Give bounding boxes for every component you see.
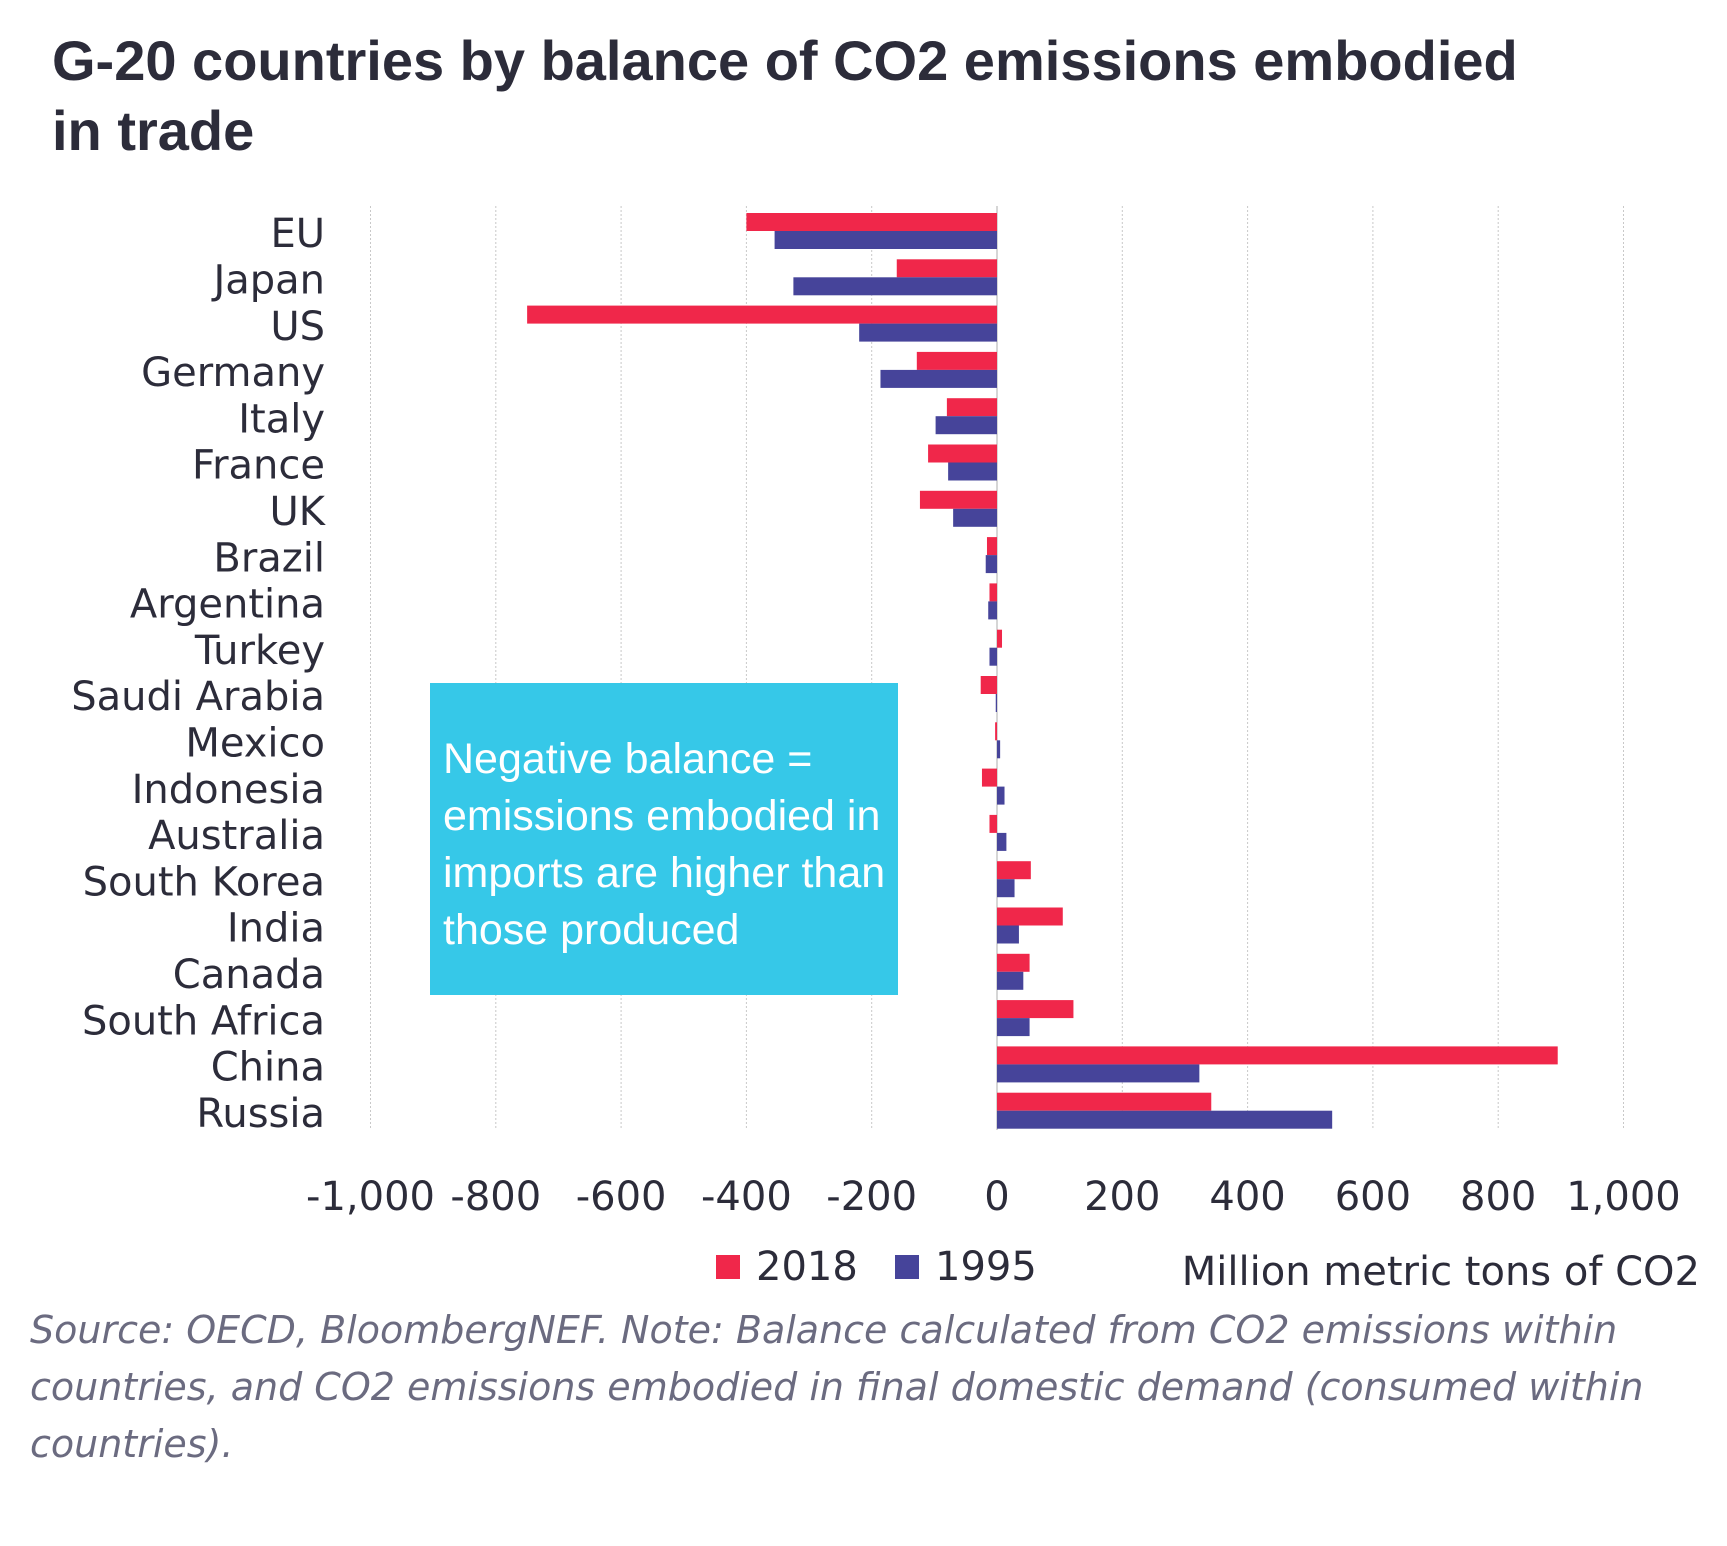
bars xyxy=(527,213,1558,1129)
x-tick-label: -1,000 xyxy=(306,1174,435,1220)
bar-2018 xyxy=(928,444,997,463)
bar-2018 xyxy=(997,907,1063,926)
category-label: Australia xyxy=(148,813,325,859)
bar-1995 xyxy=(997,925,1019,944)
bar-2018 xyxy=(946,398,997,417)
bar-1995 xyxy=(774,231,997,249)
x-tick-label: -400 xyxy=(701,1174,792,1220)
legend: 2018 1995 xyxy=(716,1244,1037,1290)
category-label: Turkey xyxy=(194,628,325,674)
x-tick-label: -600 xyxy=(576,1174,667,1220)
annotation-box: Negative balance = emissions embodied in… xyxy=(430,683,898,995)
category-label: Germany xyxy=(141,350,325,396)
bar-1995 xyxy=(995,694,997,712)
bar-2018 xyxy=(997,953,1030,972)
category-label: Argentina xyxy=(130,582,325,628)
bar-2018 xyxy=(919,490,997,509)
category-label: Russia xyxy=(196,1091,325,1137)
x-tick-label: -200 xyxy=(826,1174,917,1220)
bar-2018 xyxy=(989,583,997,602)
bar-1995 xyxy=(997,740,1001,759)
bar-1995 xyxy=(953,508,997,527)
tick-labels: -1,000 -800 -600 -400 -200 0 200 400 600 800 1,000 xyxy=(306,1174,1681,1220)
bar-2018 xyxy=(989,814,997,833)
x-tick-label: 400 xyxy=(1209,1174,1285,1220)
category-label: Italy xyxy=(238,396,325,442)
bar-1995 xyxy=(997,832,1007,851)
bar-2018 xyxy=(997,1092,1212,1111)
category-label: Canada xyxy=(173,952,325,998)
category-label: South Africa xyxy=(82,998,325,1044)
bar-2018 xyxy=(981,768,997,787)
x-tick-label: 0 xyxy=(984,1174,1009,1220)
x-axis-unit-label: Million metric tons of CO2 xyxy=(1182,1249,1700,1295)
bar-1995 xyxy=(997,1110,1333,1129)
bar-2018 xyxy=(980,676,997,694)
legend-swatch-1995 xyxy=(895,1255,919,1279)
bar-1995 xyxy=(859,323,997,342)
bar-1995 xyxy=(997,971,1024,990)
bar-2018 xyxy=(997,861,1031,880)
x-tick-label: -800 xyxy=(450,1174,541,1220)
category-label: China xyxy=(211,1045,325,1091)
category-labels: EUJapanUSGermanyItalyFranceUKBrazilArgen… xyxy=(71,211,327,1137)
bar-2018 xyxy=(997,1046,1558,1065)
bar-2018 xyxy=(746,213,997,231)
bar-1995 xyxy=(935,416,997,435)
bar-1995 xyxy=(997,1064,1200,1083)
category-label: Brazil xyxy=(213,535,325,581)
chart-title: G-20 countries by balance of CO2 emissio… xyxy=(52,29,1518,162)
bar-2018 xyxy=(986,537,997,556)
bar-2018 xyxy=(916,351,997,370)
legend-label-1995: 1995 xyxy=(935,1244,1037,1290)
bar-1995 xyxy=(948,462,997,481)
category-label: Indonesia xyxy=(132,767,325,813)
bar-1995 xyxy=(997,1018,1030,1037)
category-label: Japan xyxy=(210,257,325,303)
x-tick-label: 200 xyxy=(1084,1174,1160,1220)
source-note: Source: OECD, BloombergNEF. Note: Balanc… xyxy=(30,1308,1644,1466)
bar-1995 xyxy=(997,879,1015,898)
bar-1995 xyxy=(989,647,997,666)
bar-2018 xyxy=(997,1000,1074,1019)
category-label: Mexico xyxy=(185,720,325,766)
category-label: India xyxy=(227,906,325,952)
bar-2018 xyxy=(527,305,997,324)
bar-1995 xyxy=(793,277,997,296)
legend-swatch-2018 xyxy=(716,1255,740,1279)
bar-1995 xyxy=(985,555,997,574)
x-tick-label: 600 xyxy=(1335,1174,1411,1220)
x-tick-label: 800 xyxy=(1460,1174,1536,1220)
bar-2018 xyxy=(997,629,1003,648)
category-label: UK xyxy=(269,489,326,535)
x-tick-label: 1,000 xyxy=(1566,1174,1681,1220)
bar-1995 xyxy=(988,601,997,620)
bar-2018 xyxy=(896,259,997,278)
legend-label-2018: 2018 xyxy=(756,1244,858,1290)
bar-1995 xyxy=(880,369,997,388)
category-label: EU xyxy=(270,211,325,257)
category-label: France xyxy=(192,443,325,489)
bar-1995 xyxy=(997,786,1005,805)
bar-2018 xyxy=(995,722,997,741)
category-label: South Korea xyxy=(83,859,325,905)
category-label: US xyxy=(270,304,325,350)
category-label: Saudi Arabia xyxy=(71,674,325,720)
